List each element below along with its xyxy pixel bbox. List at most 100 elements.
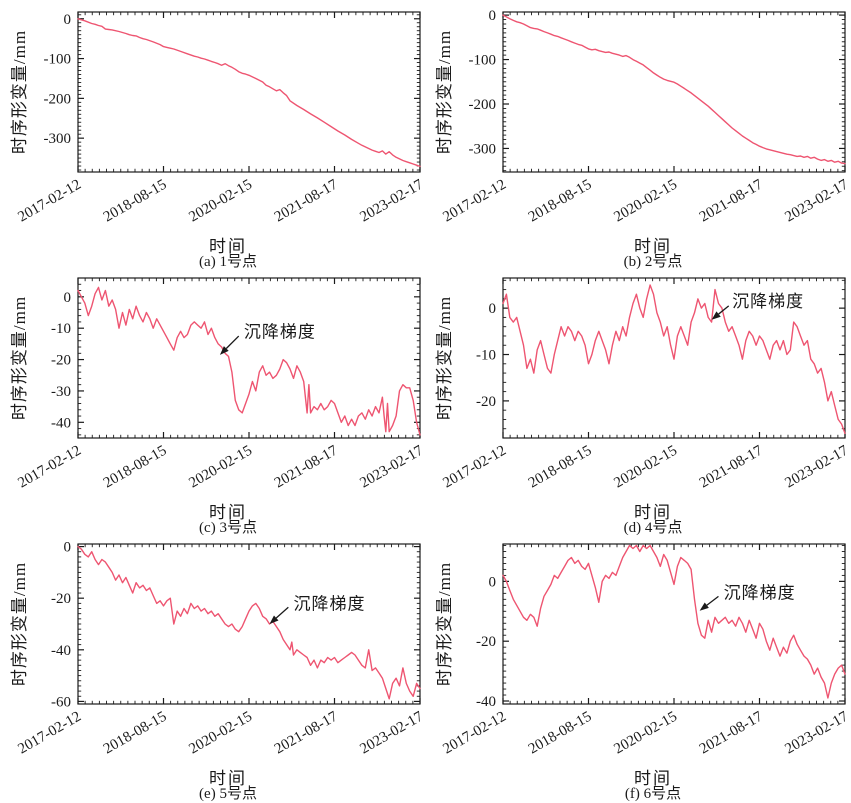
x-tick-label: 2021-08-17 [697,708,766,757]
annotation-label: 沉降梯度 [732,292,804,311]
series-line [77,18,421,168]
y-tick-label: -20 [51,353,71,369]
y-tick-label: -20 [476,394,496,410]
axis-frame [77,277,421,439]
x-tick-label: 2020-02-15 [186,177,255,226]
x-tick-label: 2023-02-17 [782,708,851,757]
x-tick-label: 2018-08-15 [101,177,170,226]
x-tick-label: 2018-08-15 [526,709,595,758]
y-tick-label: 0 [64,290,72,306]
y-axis-title: 时序形变量/mm [10,295,29,421]
y-axis-title: 时序形变量/mm [435,295,454,421]
annotation-arrow [275,606,289,619]
y-tick-label: 0 [64,540,72,556]
annotation-label: 沉降梯度 [293,594,365,613]
annotation-label: 沉降梯度 [724,584,796,603]
annotation-arrow [718,305,730,315]
x-tick-label: 2023-02-17 [782,442,851,491]
x-tick-label: 2018-08-15 [101,709,170,758]
y-tick-label: 0 [64,12,72,28]
y-tick-label: -40 [51,643,71,659]
panel-caption: (f) 6号点 [624,786,682,802]
series-line [502,14,846,165]
axis-frame [502,543,846,705]
panel-e: 2017-02-12 2018-08-15 2020-02-15 2021-08-17… [0,532,426,802]
y-tick-label: -20 [51,591,71,607]
x-tick-label: 2017-02-12 [15,709,84,758]
x-tick-label: 2020-02-15 [611,177,680,226]
x-tick-label: 2021-08-17 [272,442,341,491]
series-line [502,284,846,435]
chart-canvas-e: 2017-02-12 2018-08-15 2020-02-15 2021-08-17… [15,540,426,758]
y-tick-label: -100 [469,53,497,69]
x-axis-title: 时间 [634,237,672,256]
y-tick-label: 0 [489,8,497,24]
chart-canvas-f: 2017-02-12 2018-08-15 2020-02-15 2021-08-17… [440,543,851,758]
x-tick-label: 2020-02-15 [611,443,680,492]
x-tick-label: 2017-02-12 [15,443,84,492]
y-tick-label: 0 [489,301,497,317]
panel-a: 2017-02-12 2018-08-15 2020-02-15 2021-08-17… [0,0,426,270]
annotation-arrow [225,335,240,349]
panel-caption: (a) 1号点 [199,254,257,270]
x-axis-title: 时间 [209,769,247,788]
series-line [77,286,421,436]
y-tick-label: -10 [51,321,71,337]
y-axis-title: 时序形变量/mm [10,561,29,687]
panel-caption: (b) 2号点 [623,254,683,270]
chart-canvas-d: 2017-02-12 2018-08-15 2020-02-15 2021-08-17… [440,277,851,492]
annotation-arrow [706,595,719,606]
x-axis-title: 时间 [209,503,247,522]
x-tick-label: 2018-08-15 [101,443,170,492]
axis-frame [77,543,421,705]
series-line [77,545,421,700]
y-tick-label: -30 [51,384,71,400]
y-axis-title: 时序形变量/mm [435,561,454,687]
annotation-arrowhead [711,311,721,320]
panel-b: 2017-02-12 2018-08-15 2020-02-15 2021-08-17… [425,0,851,270]
y-axis-title: 时序形变量/mm [10,29,29,155]
x-tick-label: 2023-02-17 [782,176,851,225]
panel-f: 2017-02-12 2018-08-15 2020-02-15 2021-08-17… [425,532,851,802]
chart-canvas-a: 2017-02-12 2018-08-15 2020-02-15 2021-08-17… [15,11,426,226]
x-tick-label: 2021-08-17 [697,442,766,491]
x-tick-label: 2021-08-17 [272,708,341,757]
x-tick-label: 2023-02-17 [357,176,426,225]
series-line [502,544,846,699]
x-axis-title: 时间 [634,503,672,522]
x-tick-label: 2023-02-17 [357,442,426,491]
x-axis-title: 时间 [634,769,672,788]
y-tick-label: -20 [476,634,496,650]
y-tick-label: -300 [469,141,497,157]
x-tick-label: 2017-02-12 [440,709,509,758]
chart-canvas-c: 2017-02-12 2018-08-15 2020-02-15 2021-08-17… [15,277,426,492]
x-tick-label: 2020-02-15 [611,709,680,758]
x-tick-label: 2018-08-15 [526,443,595,492]
panel-d: 2017-02-12 2018-08-15 2020-02-15 2021-08-17… [425,266,851,536]
annotation-arrowhead [269,615,279,624]
x-axis-title: 时间 [209,237,247,256]
y-tick-label: -40 [51,415,71,431]
y-tick-label: -200 [44,91,72,107]
annotation-label: 沉降梯度 [244,322,316,341]
y-tick-label: 0 [489,574,497,590]
panel-caption: (c) 3号点 [199,520,257,536]
y-tick-label: -60 [51,694,71,710]
x-tick-label: 2021-08-17 [697,176,766,225]
y-tick-label: -100 [44,52,72,68]
x-tick-label: 2017-02-12 [15,177,84,226]
x-tick-label: 2018-08-15 [526,177,595,226]
x-tick-label: 2021-08-17 [272,176,341,225]
x-tick-label: 2017-02-12 [440,177,509,226]
y-axis-title: 时序形变量/mm [435,29,454,155]
y-tick-label: -40 [476,694,496,710]
x-tick-label: 2023-02-17 [357,708,426,757]
chart-canvas-b: 2017-02-12 2018-08-15 2020-02-15 2021-08-17… [440,8,851,226]
annotation-arrowhead [699,602,709,611]
y-tick-label: -10 [476,348,496,364]
x-tick-label: 2020-02-15 [186,443,255,492]
panel-caption: (e) 5号点 [199,786,257,802]
annotation-arrowhead [219,346,229,355]
panel-caption: (d) 4号点 [623,520,683,536]
